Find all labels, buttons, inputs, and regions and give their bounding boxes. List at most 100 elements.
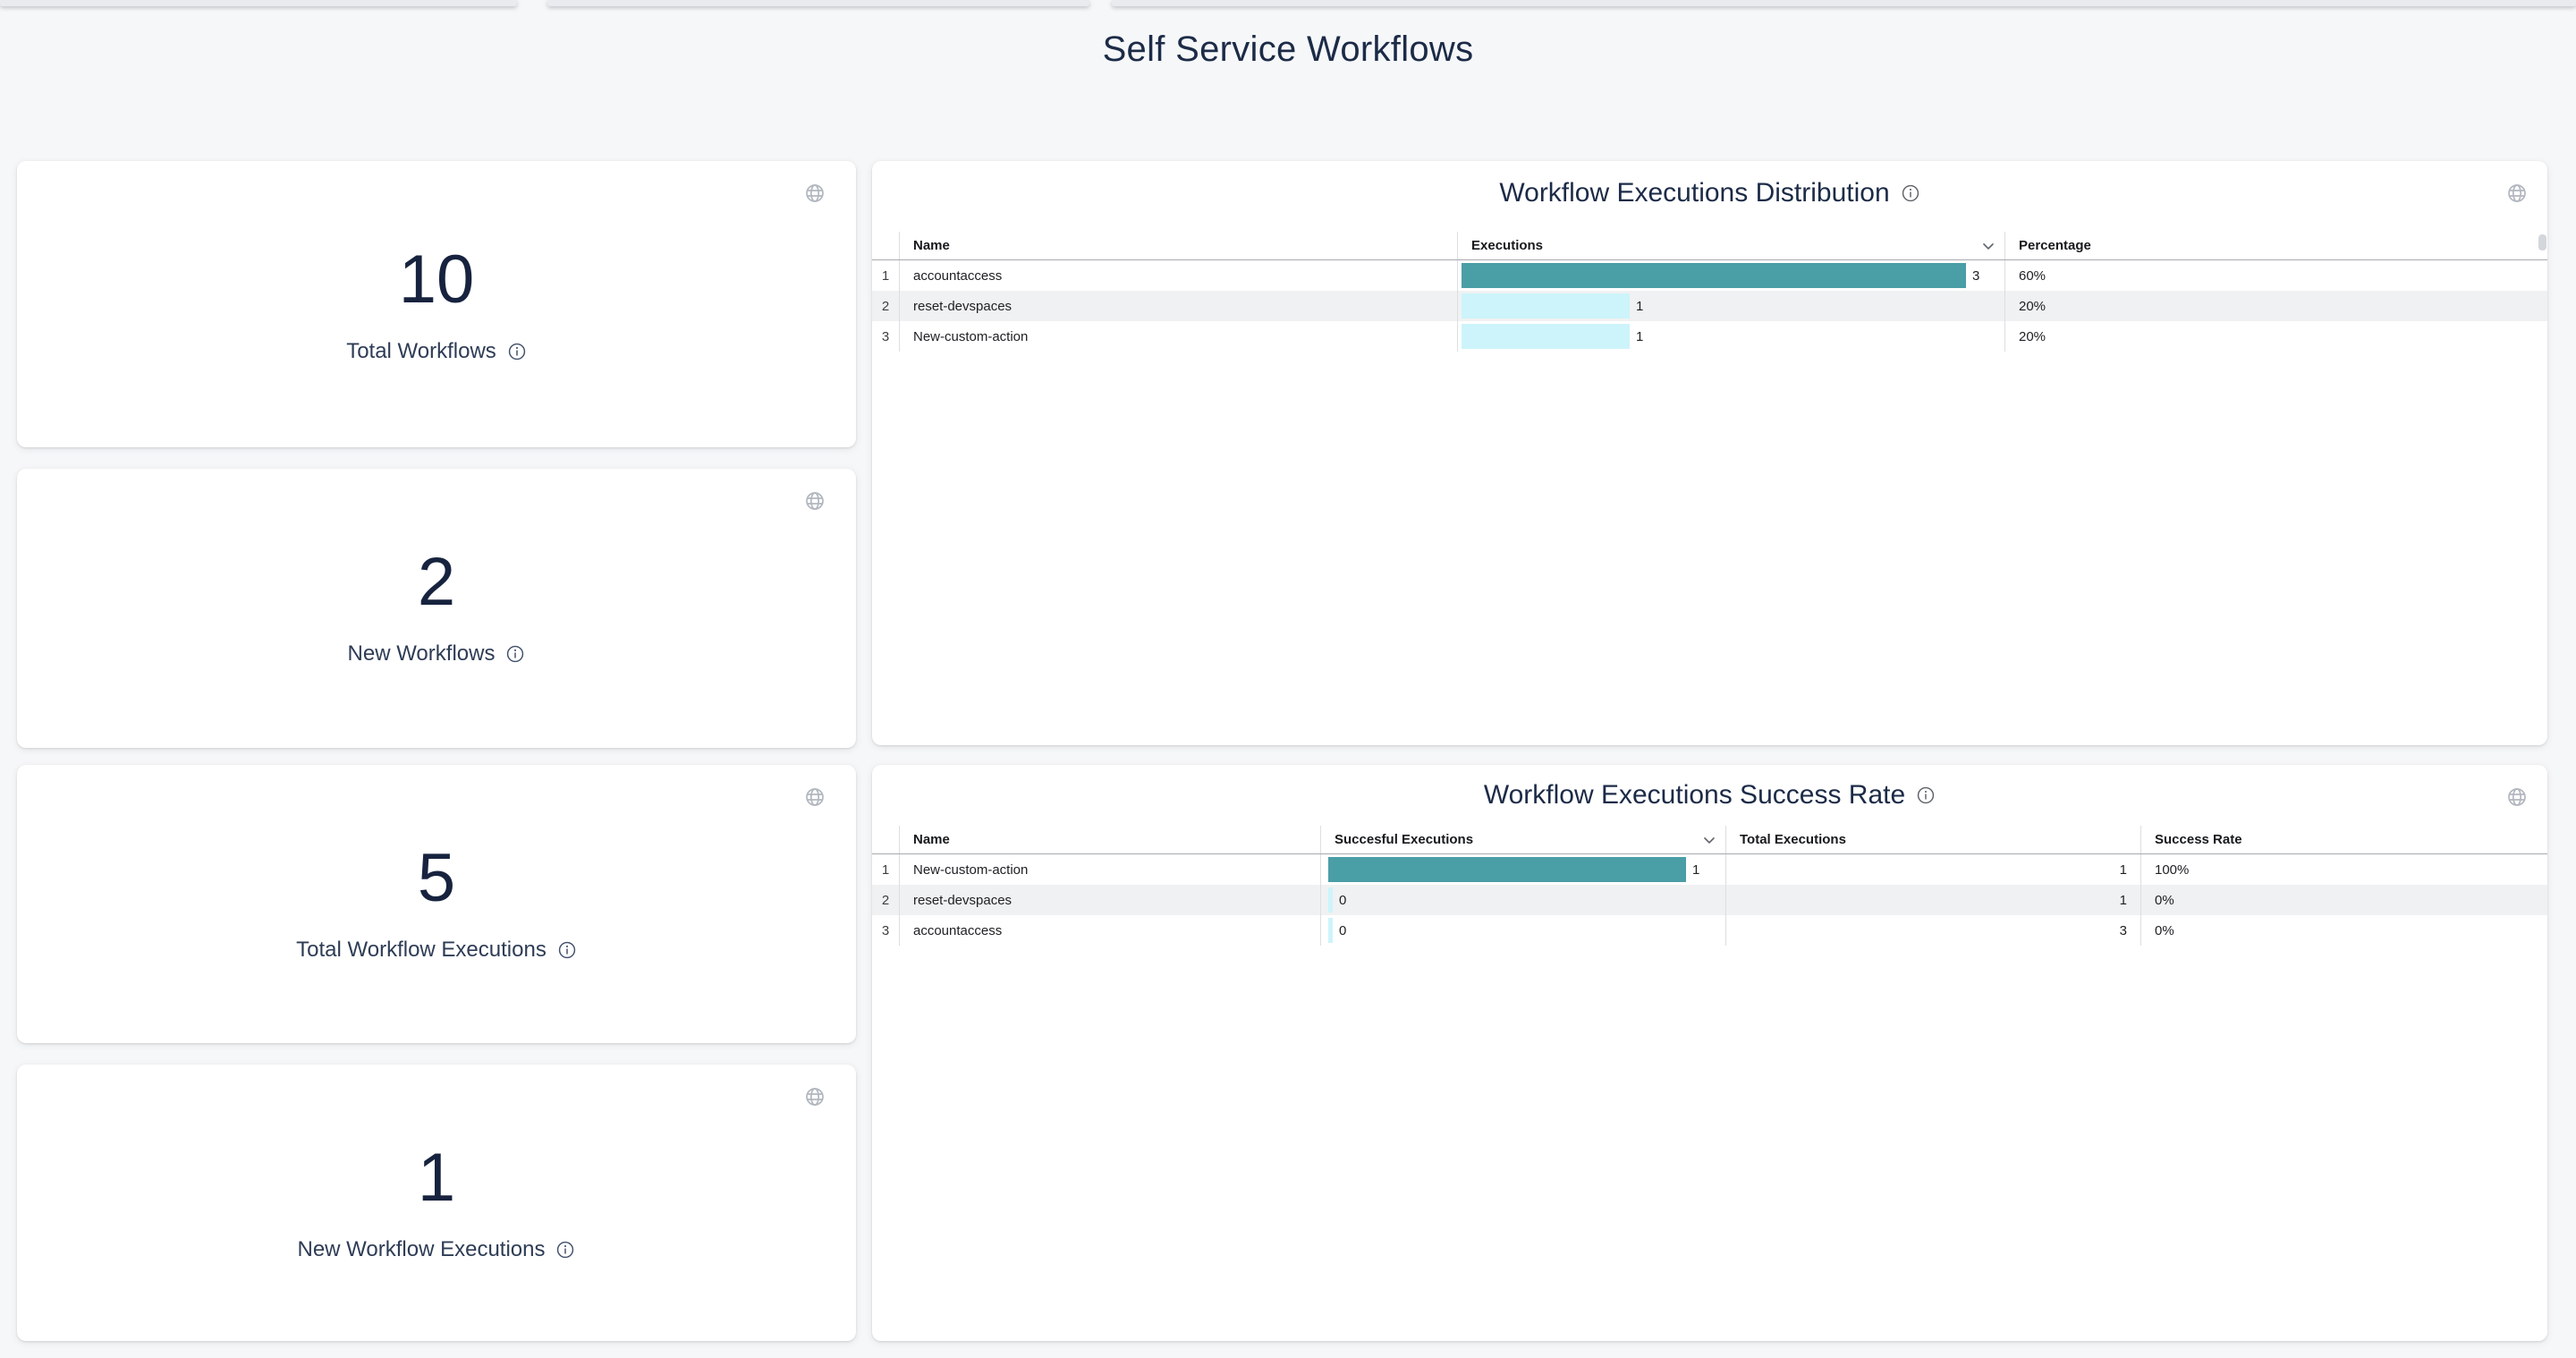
chevron-down-icon[interactable] bbox=[1979, 237, 1997, 255]
stat-value: 10 bbox=[398, 242, 475, 318]
successful-executions-value: 1 bbox=[1692, 861, 1700, 878]
stat-value: 2 bbox=[417, 544, 456, 620]
row-index-cell: 2 bbox=[881, 892, 890, 908]
row-index-cell: 2 bbox=[881, 298, 890, 314]
table-row: 3 accountaccess 0 3 0% bbox=[872, 915, 2547, 946]
stat-value: 5 bbox=[417, 840, 456, 916]
successful-executions-bar-cell: 0 bbox=[1320, 915, 1725, 946]
info-icon[interactable] bbox=[557, 940, 577, 960]
total-executions-cell: 1 bbox=[1725, 854, 2140, 885]
stat-label: Total Workflows bbox=[346, 339, 496, 363]
percentage-cell: 20% bbox=[2004, 321, 2547, 352]
name-cell: accountaccess bbox=[899, 915, 1320, 946]
table-row: 2 reset-devspaces 1 20% bbox=[872, 291, 2547, 321]
stat-value: 1 bbox=[417, 1140, 456, 1216]
table-row: 1 accountaccess 3 60% bbox=[872, 260, 2547, 291]
stat-label: New Workflows bbox=[347, 641, 496, 666]
success-rate-table: Name Succesful Executions Total Executio… bbox=[872, 826, 2547, 946]
successful-executions-value: 0 bbox=[1339, 922, 1347, 938]
globe-icon[interactable] bbox=[804, 182, 826, 204]
column-header-executions[interactable]: Executions bbox=[1457, 232, 2004, 259]
table-header-row: Name Executions Percentage bbox=[872, 232, 2547, 260]
card-title: Workflow Executions Success Rate bbox=[1483, 780, 1906, 810]
successful-executions-bar bbox=[1328, 887, 1333, 912]
column-header-label: Succesful Executions bbox=[1335, 832, 1474, 847]
card-title: Workflow Executions Distribution bbox=[1499, 178, 1890, 208]
success-rate-cell: 100% bbox=[2140, 854, 2547, 885]
table-header-row: Name Succesful Executions Total Executio… bbox=[872, 826, 2547, 854]
percentage-cell: 20% bbox=[2004, 291, 2547, 321]
info-icon[interactable] bbox=[1916, 785, 1936, 805]
success-rate-cell: 0% bbox=[2140, 885, 2547, 915]
info-icon[interactable] bbox=[1901, 183, 1920, 203]
stat-label-row: New Workflow Executions bbox=[17, 1236, 856, 1263]
executions-value: 3 bbox=[1972, 267, 1980, 284]
globe-icon[interactable] bbox=[804, 1086, 826, 1108]
row-number-header bbox=[872, 826, 899, 853]
executions-bar bbox=[1462, 293, 1630, 318]
row-index-cell: 1 bbox=[881, 267, 890, 284]
top-card-edge bbox=[0, 0, 517, 6]
total-executions-cell: 3 bbox=[1725, 915, 2140, 946]
column-header-name: Name bbox=[899, 826, 1320, 853]
success-rate-cell: 0% bbox=[2140, 915, 2547, 946]
card-workflow-executions-success-rate: Workflow Executions Success Rate Name Su… bbox=[872, 765, 2547, 1341]
info-icon[interactable] bbox=[555, 1240, 575, 1260]
executions-bar-cell: 1 bbox=[1457, 321, 2004, 352]
card-title-row: Workflow Executions Distribution bbox=[872, 175, 2547, 211]
name-cell: reset-devspaces bbox=[899, 291, 1457, 321]
column-header-name: Name bbox=[899, 232, 1457, 259]
row-number-header bbox=[872, 232, 899, 259]
column-header-label: Executions bbox=[1471, 238, 1544, 253]
stat-label: Total Workflow Executions bbox=[296, 938, 547, 962]
card-title-row: Workflow Executions Success Rate bbox=[872, 777, 2547, 813]
total-executions-cell: 1 bbox=[1725, 885, 2140, 915]
row-index-cell: 3 bbox=[881, 328, 890, 344]
stat-label: New Workflow Executions bbox=[297, 1237, 546, 1261]
page-title: Self Service Workflows bbox=[1102, 30, 1474, 69]
stat-card-total-workflows: 10 Total Workflows bbox=[17, 161, 856, 447]
successful-executions-bar-cell: 0 bbox=[1320, 885, 1725, 915]
percentage-cell: 60% bbox=[2004, 260, 2547, 291]
name-cell: New-custom-action bbox=[899, 854, 1320, 885]
executions-bar bbox=[1462, 263, 1966, 288]
top-card-edge bbox=[1112, 0, 2576, 6]
stat-label-row: New Workflows bbox=[17, 641, 856, 667]
distribution-table: Name Executions Percentage 1 accountacce… bbox=[872, 232, 2547, 352]
row-index-cell: 3 bbox=[881, 922, 890, 938]
successful-executions-bar bbox=[1328, 918, 1333, 943]
card-workflow-executions-distribution: Workflow Executions Distribution Name Ex… bbox=[872, 161, 2547, 745]
name-cell: New-custom-action bbox=[899, 321, 1457, 352]
name-cell: accountaccess bbox=[899, 260, 1457, 291]
executions-bar-cell: 3 bbox=[1457, 260, 2004, 291]
successful-executions-bar bbox=[1328, 857, 1686, 882]
row-index-cell: 1 bbox=[881, 861, 890, 878]
stat-card-total-workflow-executions: 5 Total Workflow Executions bbox=[17, 765, 856, 1043]
table-card-column: Workflow Executions Distribution Name Ex… bbox=[872, 161, 2547, 1341]
dashboard-grid: 10 Total Workflows 2 New Workflows bbox=[17, 161, 2547, 1341]
globe-icon[interactable] bbox=[804, 786, 826, 808]
table-scrollbar[interactable] bbox=[2538, 234, 2546, 250]
name-cell: reset-devspaces bbox=[899, 885, 1320, 915]
globe-icon[interactable] bbox=[804, 490, 826, 512]
stat-card-new-workflow-executions: 1 New Workflow Executions bbox=[17, 1065, 856, 1341]
info-icon[interactable] bbox=[507, 342, 527, 361]
table-row: 2 reset-devspaces 0 1 0% bbox=[872, 885, 2547, 915]
column-header-successful-executions[interactable]: Succesful Executions bbox=[1320, 826, 1725, 853]
stat-label-row: Total Workflow Executions bbox=[17, 937, 856, 963]
info-icon[interactable] bbox=[505, 644, 525, 664]
globe-icon[interactable] bbox=[2506, 786, 2528, 808]
stat-card-column: 10 Total Workflows 2 New Workflows bbox=[17, 161, 856, 1341]
table-row: 3 New-custom-action 1 20% bbox=[872, 321, 2547, 352]
stat-label-row: Total Workflows bbox=[17, 338, 856, 365]
chevron-down-icon[interactable] bbox=[1700, 831, 1718, 849]
executions-bar bbox=[1462, 324, 1630, 349]
globe-icon[interactable] bbox=[2506, 182, 2528, 204]
successful-executions-bar-cell: 1 bbox=[1320, 854, 1725, 885]
executions-value: 1 bbox=[1636, 298, 1644, 314]
column-header-total-executions: Total Executions bbox=[1725, 826, 2140, 853]
successful-executions-value: 0 bbox=[1339, 892, 1347, 908]
table-row: 1 New-custom-action 1 1 100% bbox=[872, 854, 2547, 885]
stat-card-new-workflows: 2 New Workflows bbox=[17, 469, 856, 748]
executions-bar-cell: 1 bbox=[1457, 291, 2004, 321]
